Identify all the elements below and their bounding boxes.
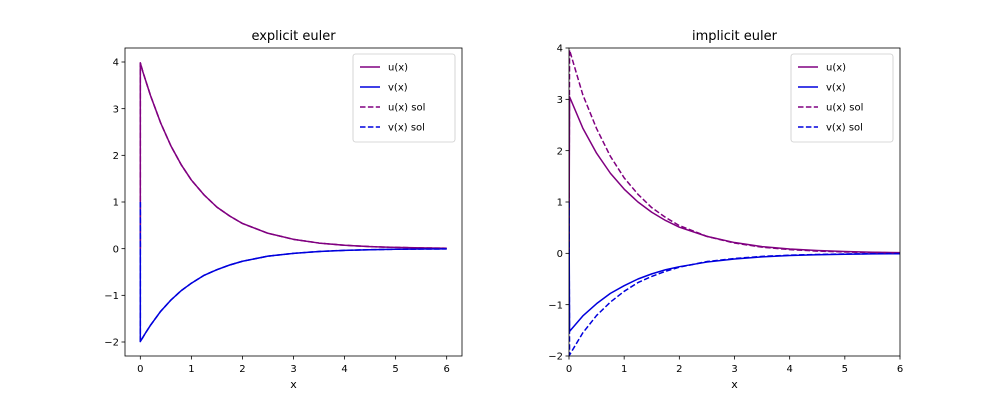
- legend-entry: v(x) sol: [388, 123, 425, 134]
- y-tick-label: 4: [557, 44, 563, 55]
- legend: u(x) v(x) u(x) sol v(x) sol: [790, 53, 894, 143]
- x-tick-label: 2: [239, 364, 245, 375]
- chart-title: implicit euler: [692, 29, 778, 44]
- x-tick-label: 5: [392, 364, 398, 375]
- y-tick-label: −2: [104, 338, 119, 349]
- y-tick-label: −1: [548, 300, 563, 311]
- legend-entry: u(x) sol: [388, 103, 425, 114]
- x-tick-label: 0: [137, 364, 143, 375]
- x-tick-label: 1: [188, 364, 194, 375]
- series-line-u-x-sol: [569, 49, 900, 254]
- legend-entry: u(x) sol: [826, 103, 863, 114]
- y-tick-label: 1: [113, 198, 119, 209]
- chart-title: explicit euler: [251, 29, 336, 44]
- x-axis-label: x: [731, 378, 738, 391]
- x-tick-label: 1: [621, 364, 627, 375]
- y-tick-label: 0: [557, 249, 563, 260]
- x-axis-label: x: [290, 378, 297, 391]
- y-tick-label: −2: [548, 352, 563, 363]
- legend-box: [790, 53, 894, 143]
- x-tick-label: 6: [897, 364, 903, 375]
- y-tick-label: 2: [557, 146, 563, 157]
- plot-area: [569, 49, 900, 356]
- y-tick-label: 4: [113, 58, 119, 69]
- legend-entry: u(x): [826, 63, 846, 74]
- x-tick-label: 4: [341, 364, 347, 375]
- x-tick-label: 4: [786, 364, 792, 375]
- legend: u(x) v(x) u(x) sol v(x) sol: [352, 53, 456, 143]
- y-tick-label: 2: [113, 151, 119, 162]
- legend-entry: u(x): [388, 63, 408, 74]
- series-line-v-x-sol: [139, 202, 447, 343]
- y-tick-label: 0: [113, 244, 119, 255]
- legend-box: [352, 53, 456, 143]
- legend-entry: v(x): [388, 83, 408, 94]
- legend-entry: v(x): [826, 83, 846, 94]
- y-tick-label: 3: [557, 95, 563, 106]
- legend-entry: v(x) sol: [826, 123, 863, 134]
- x-tick-label: 3: [290, 364, 296, 375]
- x-tick-label: 3: [731, 364, 737, 375]
- x-tick-label: 5: [842, 364, 848, 375]
- plot-area: [139, 62, 447, 343]
- x-tick-label: 0: [566, 364, 572, 375]
- series-line-u-x-sol: [139, 62, 447, 249]
- y-tick-label: −1: [104, 291, 119, 302]
- x-tick-label: 2: [676, 364, 682, 375]
- y-tick-label: 1: [557, 198, 563, 209]
- y-tick-label: 3: [113, 104, 119, 115]
- x-tick-label: 6: [443, 364, 449, 375]
- series-line-v-x: [569, 201, 900, 333]
